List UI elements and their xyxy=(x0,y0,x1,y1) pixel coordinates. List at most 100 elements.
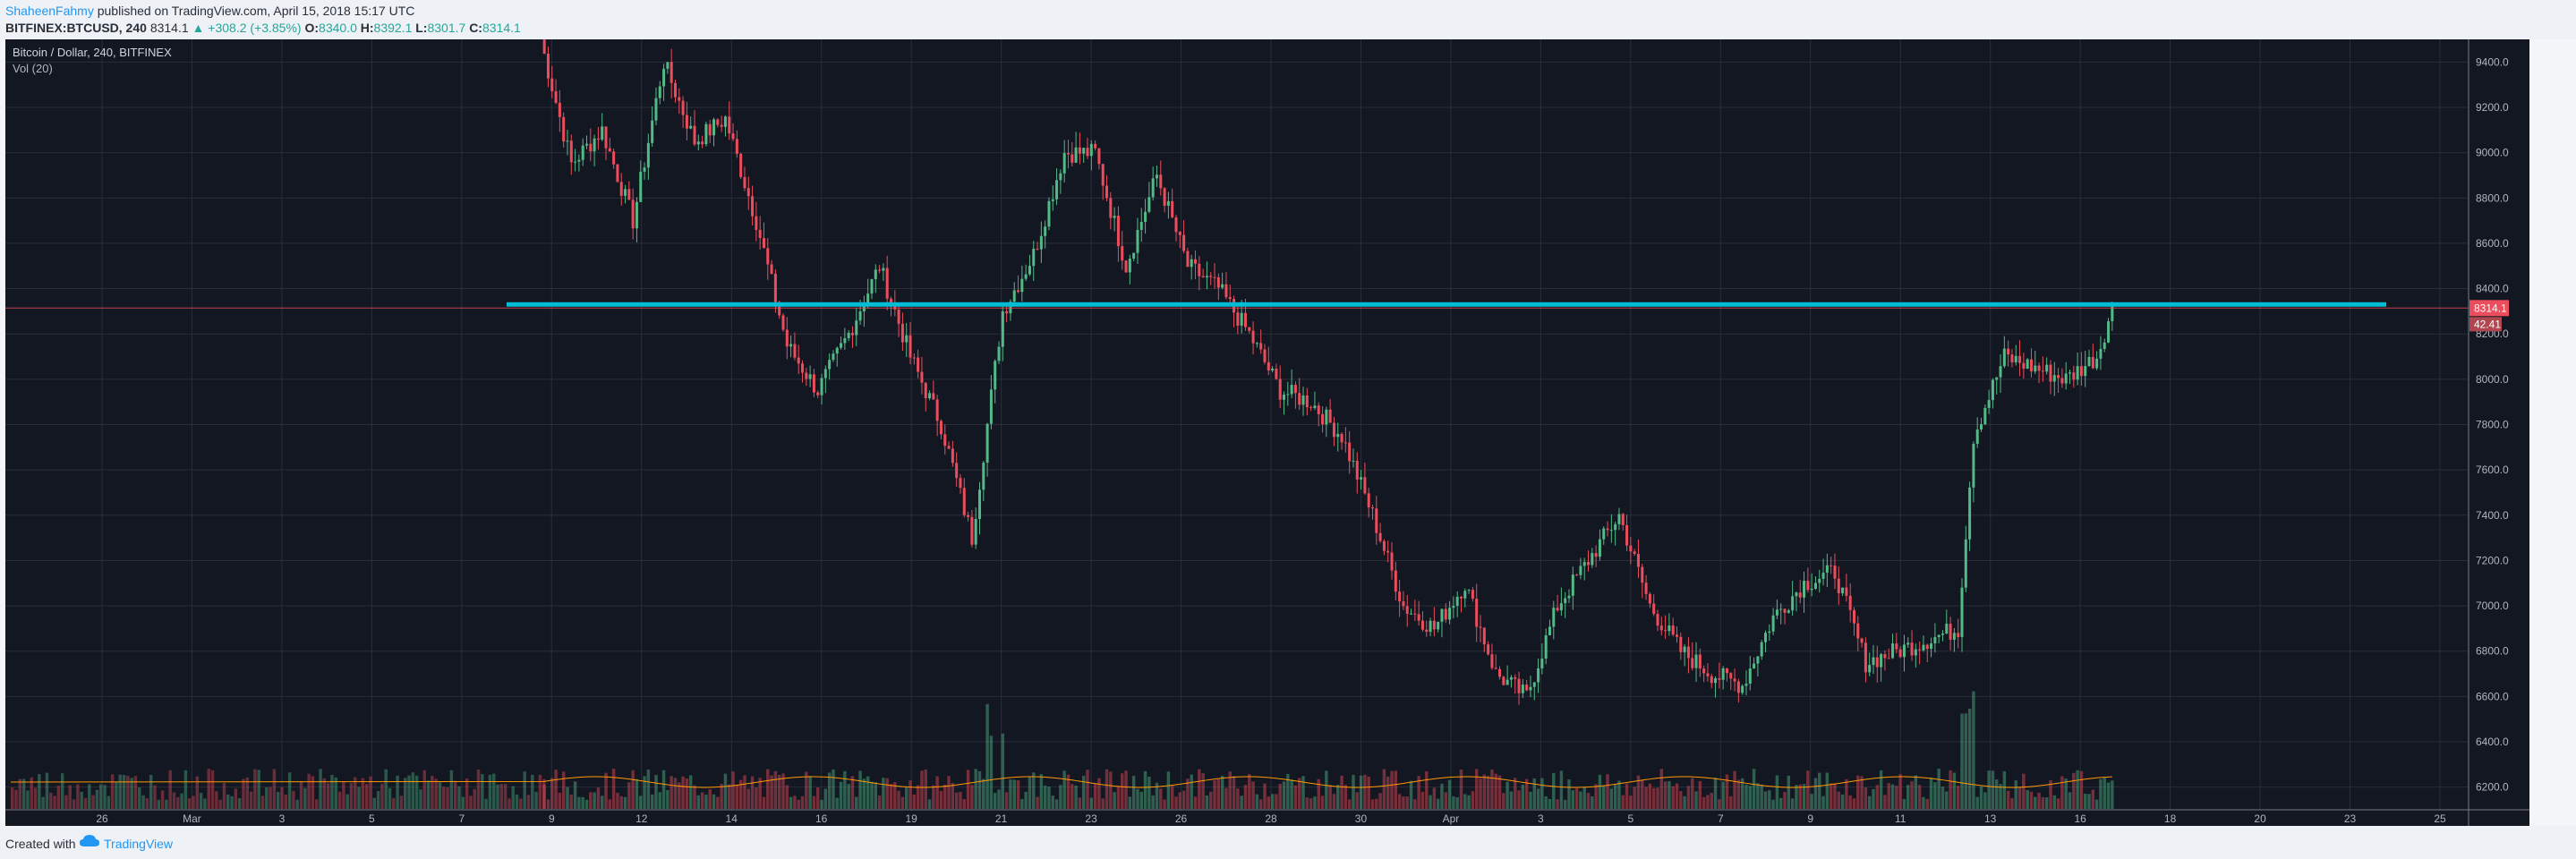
chart-pane[interactable]: 6200.0 6400.0 6600.0 6800.0 7000.0 7200.0 7400… xyxy=(5,39,2529,826)
volume-bar xyxy=(1848,795,1852,809)
volume-bar xyxy=(1613,784,1617,809)
candle-body xyxy=(2068,372,2072,374)
volume-bar xyxy=(253,769,257,809)
volume-badge xyxy=(2469,317,2502,332)
volume-bar xyxy=(623,796,627,809)
candle-body xyxy=(624,189,627,196)
volume-bar xyxy=(2079,770,2084,809)
volume-bar xyxy=(746,788,750,809)
candle-body xyxy=(1360,477,1363,480)
volume-bar xyxy=(345,794,349,809)
volume-bar xyxy=(581,796,584,809)
volume-bar xyxy=(1297,778,1301,809)
volume-bar xyxy=(762,796,766,809)
candle-body xyxy=(1686,646,1690,659)
candle-body xyxy=(1872,657,1875,666)
candle-body xyxy=(1753,663,1756,669)
volume-bar xyxy=(1136,788,1139,809)
volume-bar xyxy=(1552,772,1556,809)
volume-bar xyxy=(1633,787,1636,809)
candle-body xyxy=(720,124,723,127)
x-tick-label: 30 xyxy=(1355,812,1368,825)
candle-body xyxy=(701,141,704,145)
volume-bar xyxy=(438,782,442,809)
candle-body xyxy=(773,273,777,302)
candle-body xyxy=(1725,668,1728,674)
candle-body xyxy=(1479,626,1482,628)
candle-body xyxy=(712,119,716,136)
x-tick-label: 16 xyxy=(2074,812,2086,825)
candle-body xyxy=(770,264,773,274)
candle-body xyxy=(1036,248,1039,250)
candle-body xyxy=(1024,274,1028,279)
candle-body xyxy=(1502,676,1506,685)
volume-bar xyxy=(165,799,168,809)
volume-bar xyxy=(380,783,384,809)
volume-bar xyxy=(88,784,91,809)
volume-bar xyxy=(704,795,708,809)
volume-bar xyxy=(272,769,277,809)
candle-body xyxy=(1933,636,1937,644)
last-price-label: 8314.1 xyxy=(2474,302,2507,314)
candle-body xyxy=(662,68,666,87)
volume-bar xyxy=(2083,794,2087,809)
volume-bar xyxy=(98,784,103,809)
volume-bar xyxy=(1062,770,1066,809)
author-link[interactable]: ShaheenFahmy xyxy=(5,4,94,18)
volume-bar xyxy=(577,796,581,809)
created-with-text: Created with xyxy=(5,837,76,851)
chart-canvas[interactable]: 6200.0 6400.0 6600.0 6800.0 7000.0 7200.0 7400… xyxy=(5,39,2529,826)
volume-bar xyxy=(643,776,646,809)
candle-body xyxy=(855,320,858,336)
volume-bar xyxy=(720,784,723,809)
volume-bar xyxy=(523,771,526,809)
volume-bar xyxy=(561,771,566,809)
candle-body xyxy=(850,332,854,336)
x-tick-label: 26 xyxy=(96,812,108,825)
candle-body xyxy=(2064,373,2068,384)
tradingview-brand-link[interactable]: TradingView xyxy=(104,837,174,851)
volume-bar xyxy=(1290,779,1293,809)
candle-body xyxy=(1795,592,1798,597)
candle-body xyxy=(1020,278,1024,293)
candle-body xyxy=(1825,565,1829,573)
volume-bar xyxy=(1009,779,1012,809)
candle-body xyxy=(1698,654,1702,669)
volume-bar xyxy=(1582,787,1586,809)
symbol-label: BITFINEX:BTCUSD, 240 xyxy=(5,21,147,35)
volume-bar xyxy=(322,778,327,809)
volume-bar xyxy=(160,790,165,809)
volume-bar xyxy=(1810,794,1813,809)
candle-body xyxy=(681,100,685,115)
volume-bar xyxy=(1301,776,1305,809)
volume-bar xyxy=(1028,777,1032,809)
candle-body xyxy=(1902,644,1906,658)
volume-bar xyxy=(64,795,68,809)
volume-bar xyxy=(627,782,631,809)
volume-bar xyxy=(2006,790,2010,809)
volume-bar xyxy=(1467,795,1471,809)
volume-bar xyxy=(1490,770,1494,809)
candle-body xyxy=(1275,368,1278,379)
candle-body xyxy=(577,159,581,162)
candle-body xyxy=(1922,644,1925,651)
candle-body xyxy=(778,302,781,316)
volume-bar xyxy=(21,778,26,809)
volume-bar xyxy=(1178,792,1182,809)
volume-bar xyxy=(14,789,18,809)
volume-bar xyxy=(1898,774,1902,809)
volume-bar xyxy=(91,795,95,809)
volume-bar xyxy=(1232,776,1236,809)
volume-bar xyxy=(1240,795,1243,809)
candle-body xyxy=(985,423,989,464)
candle-body xyxy=(1779,608,1783,610)
y-tick-label: 9200.0 xyxy=(2476,101,2509,114)
volume-bar xyxy=(920,770,924,809)
candle-body xyxy=(751,196,755,217)
volume-bar xyxy=(1752,769,1756,809)
volume-bar xyxy=(639,795,643,809)
volume-bar xyxy=(230,795,234,809)
candle-body xyxy=(1012,290,1016,302)
candle-body xyxy=(1887,658,1890,659)
volume-bar xyxy=(1417,776,1420,809)
